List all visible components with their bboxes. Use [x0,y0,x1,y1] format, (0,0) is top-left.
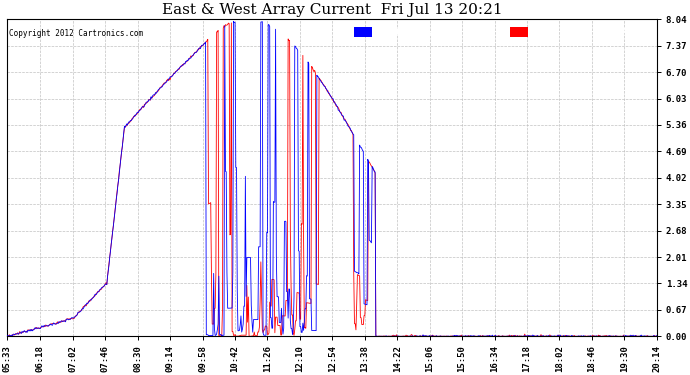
Legend: East Array  (DC Amps), West Array  (DC Amps): East Array (DC Amps), West Array (DC Amp… [351,24,652,41]
Text: Copyright 2012 Cartronics.com: Copyright 2012 Cartronics.com [8,29,143,38]
Title: East & West Array Current  Fri Jul 13 20:21: East & West Array Current Fri Jul 13 20:… [161,3,502,17]
